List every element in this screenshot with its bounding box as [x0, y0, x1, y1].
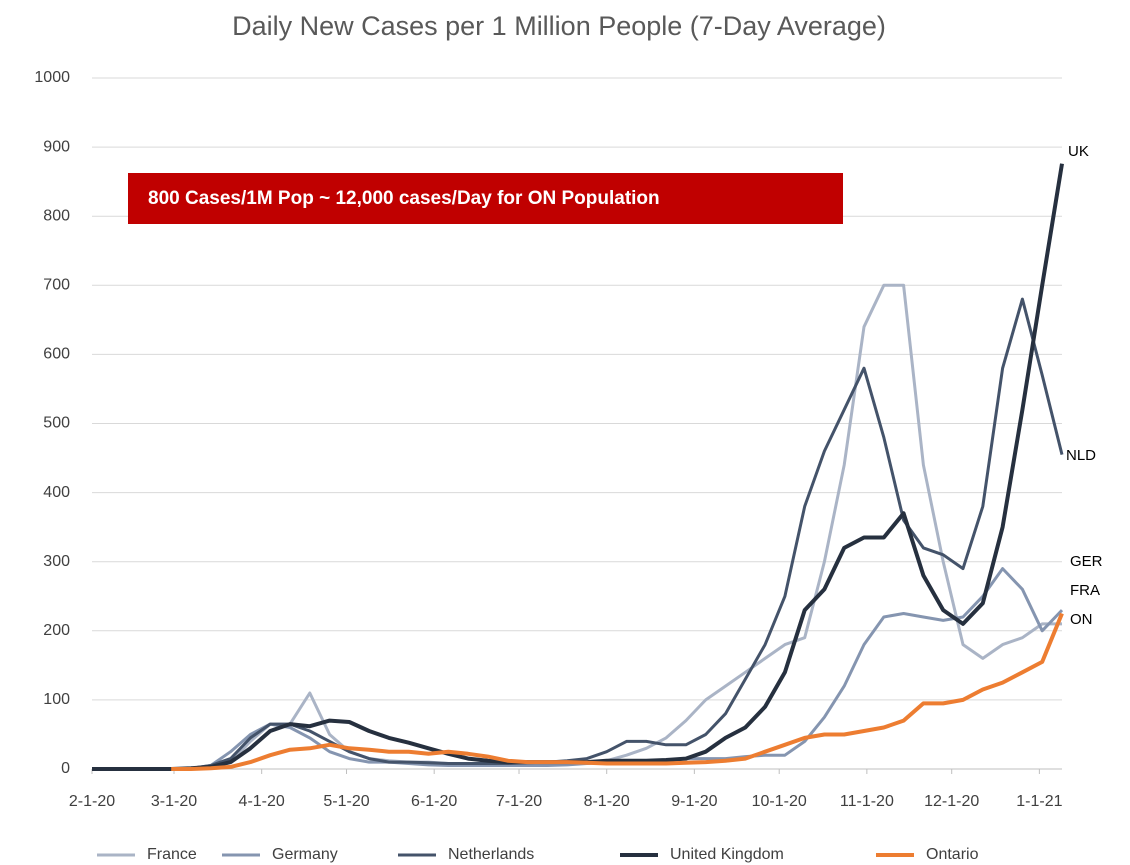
end-label: UK	[1068, 143, 1089, 160]
y-tick-label: 800	[43, 207, 70, 224]
y-tick-label: 900	[43, 138, 70, 155]
end-label: ON	[1070, 611, 1093, 628]
y-tick-label: 600	[43, 346, 70, 363]
annotation: 800 Cases/1M Pop ~ 12,000 cases/Day for …	[148, 188, 660, 209]
x-tick-label: 9-1-20	[671, 793, 717, 810]
legend-label: Germany	[272, 846, 338, 863]
x-tick-label: 6-1-20	[411, 793, 457, 810]
series-line	[171, 612, 1064, 771]
y-tick-label: 700	[43, 277, 70, 294]
end-label: FRA	[1070, 582, 1100, 599]
y-tick-label: 300	[43, 553, 70, 570]
x-tick-label: 12-1-20	[924, 793, 979, 810]
legend-label: France	[147, 846, 197, 863]
x-tick-label: 2-1-20	[69, 793, 115, 810]
x-tick-label: 10-1-20	[752, 793, 807, 810]
y-tick-label: 100	[43, 691, 70, 708]
y-tick-label: 1000	[34, 69, 70, 86]
series-line	[92, 297, 1064, 771]
legend-label: Netherlands	[448, 846, 534, 863]
series-line	[92, 283, 1062, 771]
chart-title: Daily New Cases per 1 Million People (7-…	[232, 11, 886, 41]
x-tick-label: 1-1-21	[1016, 793, 1062, 810]
legend-label: Ontario	[926, 846, 979, 863]
x-tick-label: 11-1-20	[840, 793, 894, 810]
end-label: GER	[1070, 553, 1103, 570]
series-line	[92, 567, 1064, 771]
y-tick-label: 200	[43, 622, 70, 639]
y-tick-label: 0	[61, 760, 70, 777]
legend-label: United Kingdom	[670, 846, 784, 863]
x-tick-label: 3-1-20	[151, 793, 197, 810]
x-tick-label: 5-1-20	[323, 793, 369, 810]
x-tick-label: 7-1-20	[496, 793, 542, 810]
y-tick-label: 400	[43, 484, 70, 501]
series-line	[92, 163, 1064, 771]
annotation-box	[128, 173, 843, 224]
x-tick-label: 8-1-20	[584, 793, 630, 810]
y-tick-label: 500	[43, 415, 70, 432]
x-tick-label: 4-1-20	[239, 793, 285, 810]
end-label: NLD	[1066, 447, 1096, 464]
